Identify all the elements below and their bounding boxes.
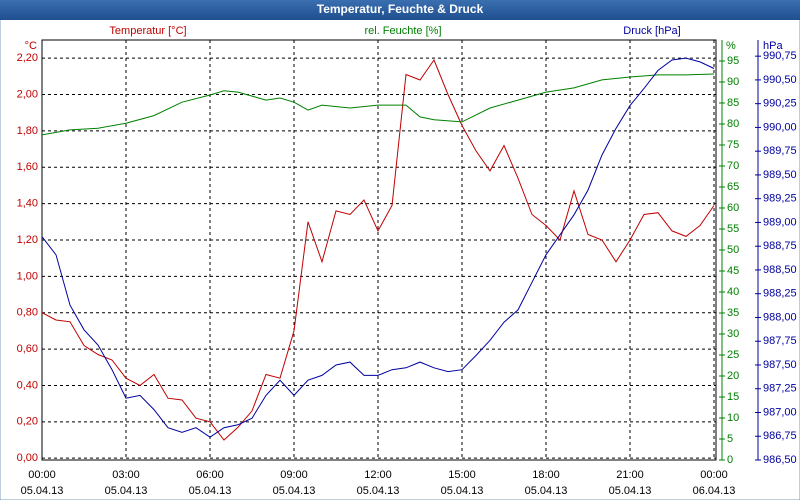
y3-unit: hPa xyxy=(763,40,783,52)
y2-tick-label: 65 xyxy=(727,181,739,193)
y3-tick-label: 986,50 xyxy=(763,454,797,466)
y-tick-label: 1,20 xyxy=(17,234,38,246)
y3-tick-label: 988,75 xyxy=(763,240,797,252)
y2-unit: % xyxy=(726,40,736,52)
series-line xyxy=(41,73,715,136)
x-tick-label: 00:00 xyxy=(28,469,56,481)
y3-tick-label: 990,25 xyxy=(763,98,797,110)
y2-tick-label: 30 xyxy=(727,328,739,340)
y-tick-label: 1,80 xyxy=(17,125,38,137)
title-bar xyxy=(0,0,800,20)
x-tick-date: 05.04.13 xyxy=(357,485,400,497)
y3-tick-label: 987,00 xyxy=(763,406,797,418)
x-tick-date: 06.04.13 xyxy=(693,485,736,497)
y-tick-label: 0,40 xyxy=(17,379,38,391)
y-unit: °C xyxy=(25,40,37,52)
y3-tick-label: 986,75 xyxy=(763,430,797,442)
series-line xyxy=(41,57,715,438)
y2-tick-label: 5 xyxy=(727,433,733,445)
y2-tick-label: 15 xyxy=(727,391,739,403)
y2-tick-label: 80 xyxy=(727,118,739,130)
y2-tick-label: 60 xyxy=(727,202,739,214)
y3-tick-label: 989,75 xyxy=(763,145,797,157)
y-tick-label: 2,00 xyxy=(17,88,38,100)
x-tick-label: 12:00 xyxy=(364,469,392,481)
x-tick-date: 05.04.13 xyxy=(525,485,568,497)
x-tick-date: 05.04.13 xyxy=(441,485,484,497)
x-tick-date: 05.04.13 xyxy=(609,485,652,497)
y3-tick-label: 987,25 xyxy=(763,383,797,395)
y-tick-label: 0,80 xyxy=(17,307,38,319)
y2-tick-label: 85 xyxy=(727,97,739,109)
y2-tick-label: 0 xyxy=(727,454,733,466)
y3-tick-label: 989,50 xyxy=(763,169,797,181)
series-line xyxy=(41,58,715,441)
y-tick-label: 0,60 xyxy=(17,343,38,355)
plot-area xyxy=(41,39,717,461)
x-tick-label: 18:00 xyxy=(532,469,560,481)
y3-tick-label: 990,00 xyxy=(763,121,797,133)
y2-tick-label: 35 xyxy=(727,307,739,319)
y-axis-label: Temperatur [°C] xyxy=(109,25,186,37)
y2-tick-label: 40 xyxy=(727,286,739,298)
y2-tick-label: 95 xyxy=(727,55,739,67)
y3-tick-label: 987,50 xyxy=(763,359,797,371)
x-tick-label: 21:00 xyxy=(616,469,644,481)
chart-title: Temperatur, Feuchte & Druck xyxy=(317,2,484,16)
x-tick-label: 00:00 xyxy=(700,469,728,481)
y3-tick-label: 989,00 xyxy=(763,216,797,228)
x-tick-date: 05.04.13 xyxy=(189,485,232,497)
x-tick-date: 05.04.13 xyxy=(21,485,64,497)
y2-axis-label: rel. Feuchte [%] xyxy=(364,25,441,37)
y3-tick-label: 988,50 xyxy=(763,264,797,276)
y-tick-label: 0,20 xyxy=(17,416,38,428)
y2-tick-label: 20 xyxy=(727,370,739,382)
x-tick-label: 15:00 xyxy=(448,469,476,481)
y2-tick-label: 50 xyxy=(727,244,739,256)
y2-tick-label: 10 xyxy=(727,412,739,424)
y2-tick-label: 90 xyxy=(727,76,739,88)
y3-tick-label: 990,75 xyxy=(763,50,797,62)
x-tick-date: 05.04.13 xyxy=(105,485,148,497)
y3-tick-label: 987,75 xyxy=(763,335,797,347)
y3-tick-label: 988,00 xyxy=(763,311,797,323)
y3-tick-label: 988,25 xyxy=(763,288,797,300)
y-tick-label: 2,20 xyxy=(17,52,38,64)
y-tick-label: 0,00 xyxy=(17,452,38,464)
x-tick-label: 03:00 xyxy=(112,469,140,481)
y2-tick-label: 55 xyxy=(727,223,739,235)
y-tick-label: 1,00 xyxy=(17,270,38,282)
y3-axis-label: Druck [hPa] xyxy=(623,25,680,37)
x-tick-label: 09:00 xyxy=(280,469,308,481)
x-tick-label: 06:00 xyxy=(196,469,224,481)
y2-tick-label: 25 xyxy=(727,349,739,361)
y3-tick-label: 990,50 xyxy=(763,74,797,86)
x-tick-date: 05.04.13 xyxy=(273,485,316,497)
y2-tick-label: 70 xyxy=(727,160,739,172)
y3-tick-label: 989,25 xyxy=(763,193,797,205)
y-tick-label: 1,40 xyxy=(17,198,38,210)
y2-tick-label: 75 xyxy=(727,139,739,151)
y-tick-label: 1,60 xyxy=(17,161,38,173)
y2-tick-label: 45 xyxy=(727,265,739,277)
